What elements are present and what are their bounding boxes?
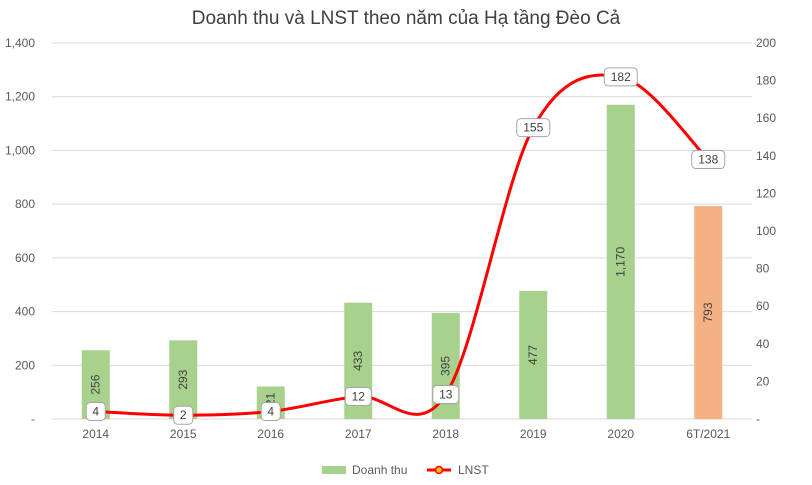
x-tick-label-3: 2017 xyxy=(345,427,372,441)
revenue-bar-label-4: 395 xyxy=(439,356,453,376)
left-tick-label-3: 600 xyxy=(15,251,35,265)
profit-labels: 4 2 4 12 13 155 182 138 xyxy=(85,67,726,425)
right-tick-label-5: 100 xyxy=(756,224,776,238)
profit-label-box-5 xyxy=(516,118,551,138)
right-tick-label-4: 80 xyxy=(756,262,770,276)
left-tick-label-7: 1,400 xyxy=(5,36,35,50)
x-tick-label-0: 2014 xyxy=(82,427,109,441)
revenue-bar-label-0: 256 xyxy=(89,374,103,394)
legend-swatch-revenue xyxy=(322,466,346,474)
right-tick-label-8: 160 xyxy=(756,111,776,125)
legend: Doanh thu LNST xyxy=(322,463,489,477)
revenue-bar-6 xyxy=(606,104,635,420)
right-tick-label-10: 200 xyxy=(756,36,776,50)
right-tick-label-7: 140 xyxy=(756,149,776,163)
x-axis: 2014 2015 2016 2017 2018 2019 2020 6T/2021 xyxy=(82,427,730,441)
right-tick-label-2: 40 xyxy=(756,337,770,351)
right-tick-label-3: 60 xyxy=(756,299,770,313)
profit-label-box-6 xyxy=(603,67,638,87)
profit-label-7: 138 xyxy=(698,153,718,167)
legend-label-profit: LNST xyxy=(458,463,489,477)
x-tick-label-5: 2019 xyxy=(520,427,547,441)
left-tick-label-4: 800 xyxy=(15,197,35,211)
grid xyxy=(52,42,752,420)
right-tick-label-6: 120 xyxy=(756,186,776,200)
left-tick-label-0: - xyxy=(31,412,35,426)
x-tick-label-6: 2020 xyxy=(607,427,634,441)
profit-label-4: 13 xyxy=(439,388,453,402)
x-tick-label-7: 6T/2021 xyxy=(686,427,730,441)
revenue-bar-5 xyxy=(519,290,548,419)
left-tick-label-2: 400 xyxy=(15,305,35,319)
x-tick-label-1: 2015 xyxy=(170,427,197,441)
right-tick-label-9: 180 xyxy=(756,74,776,88)
revenue-bar-label-7: 793 xyxy=(701,302,715,322)
profit-label-3: 12 xyxy=(352,389,366,403)
right-axis: - 20 40 60 80 100 120 140 160 180 200 xyxy=(756,36,776,426)
right-tick-label-1: 20 xyxy=(756,374,770,388)
profit-label-1: 2 xyxy=(180,408,187,422)
x-tick-label-4: 2018 xyxy=(432,427,459,441)
legend-label-revenue: Doanh thu xyxy=(352,463,407,477)
left-tick-label-1: 200 xyxy=(15,358,35,372)
legend-marker-profit xyxy=(434,465,444,475)
profit-label-box-7 xyxy=(691,150,726,170)
profit-label-0: 4 xyxy=(92,404,99,418)
left-tick-label-6: 1,200 xyxy=(5,90,35,104)
profit-label-box-3 xyxy=(344,386,372,406)
revenue-bar-7 xyxy=(694,206,723,419)
profit-label-2: 4 xyxy=(267,404,274,418)
profit-label-5: 155 xyxy=(523,121,543,135)
profit-label-box-4 xyxy=(432,385,460,405)
revenue-bar-label-5: 477 xyxy=(526,345,540,365)
left-axis: - 200 400 600 800 1,000 1,200 1,400 xyxy=(5,36,35,426)
left-tick-label-5: 1,000 xyxy=(5,143,35,157)
profit-label-box-2 xyxy=(260,401,281,421)
profit-label-box-1 xyxy=(173,405,194,425)
right-tick-label-0: - xyxy=(756,412,760,426)
profit-label-box-0 xyxy=(85,401,106,421)
revenue-bar-label-3: 433 xyxy=(351,351,365,371)
revenue-bar-label-1: 293 xyxy=(176,369,190,389)
chart-title: Doanh thu và LNST theo năm của Hạ tầng Đ… xyxy=(192,8,621,29)
revenue-bar-label-6: 1,170 xyxy=(614,247,628,277)
x-tick-label-2: 2016 xyxy=(257,427,284,441)
profit-label-6: 182 xyxy=(611,70,631,84)
